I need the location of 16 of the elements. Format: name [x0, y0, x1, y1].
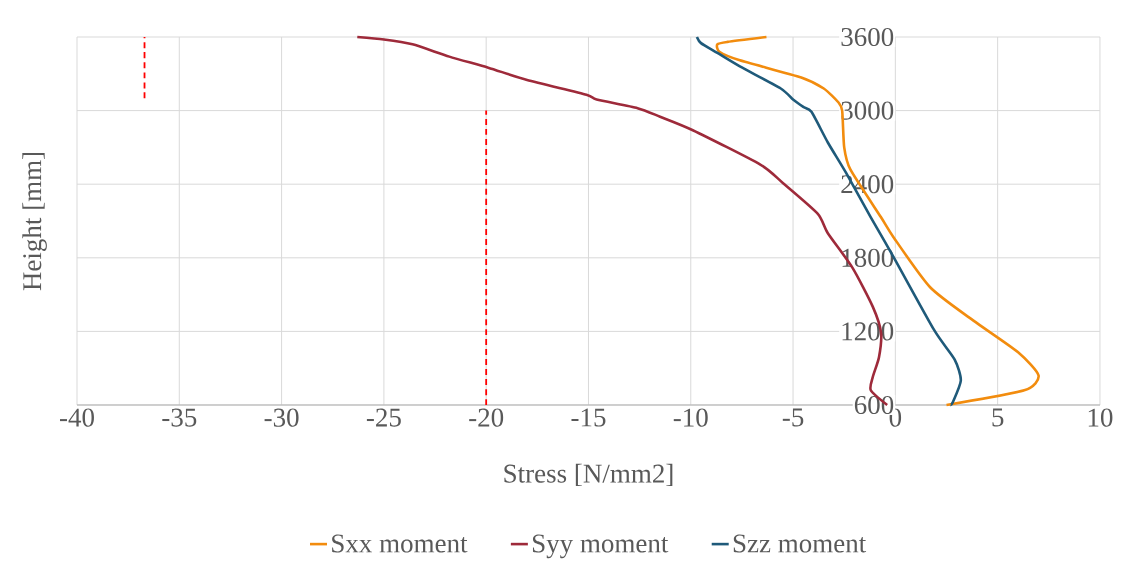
- legend-label: Syy moment: [532, 534, 669, 559]
- y-tick-label: 3600: [841, 27, 894, 47]
- x-tick-label: -30: [264, 408, 299, 427]
- x-tick-label: -10: [673, 408, 708, 427]
- legend-label: Szz moment: [733, 534, 867, 553]
- x-tick-label: -20: [469, 408, 504, 427]
- y-axis-title: Height [mm]: [22, 152, 47, 291]
- x-tick-label: -5: [782, 408, 804, 427]
- legend-label: Sxx moment: [332, 534, 468, 553]
- x-tick-label: -15: [571, 408, 606, 427]
- x-tick-label: -25: [366, 408, 401, 427]
- x-tick-label: 5: [992, 408, 1004, 427]
- x-axis-title: Stress [N/mm2]: [504, 463, 673, 487]
- x-tick-label: 10: [1088, 408, 1113, 427]
- x-tick-label: -35: [162, 408, 197, 427]
- x-tick-label: -40: [60, 408, 94, 427]
